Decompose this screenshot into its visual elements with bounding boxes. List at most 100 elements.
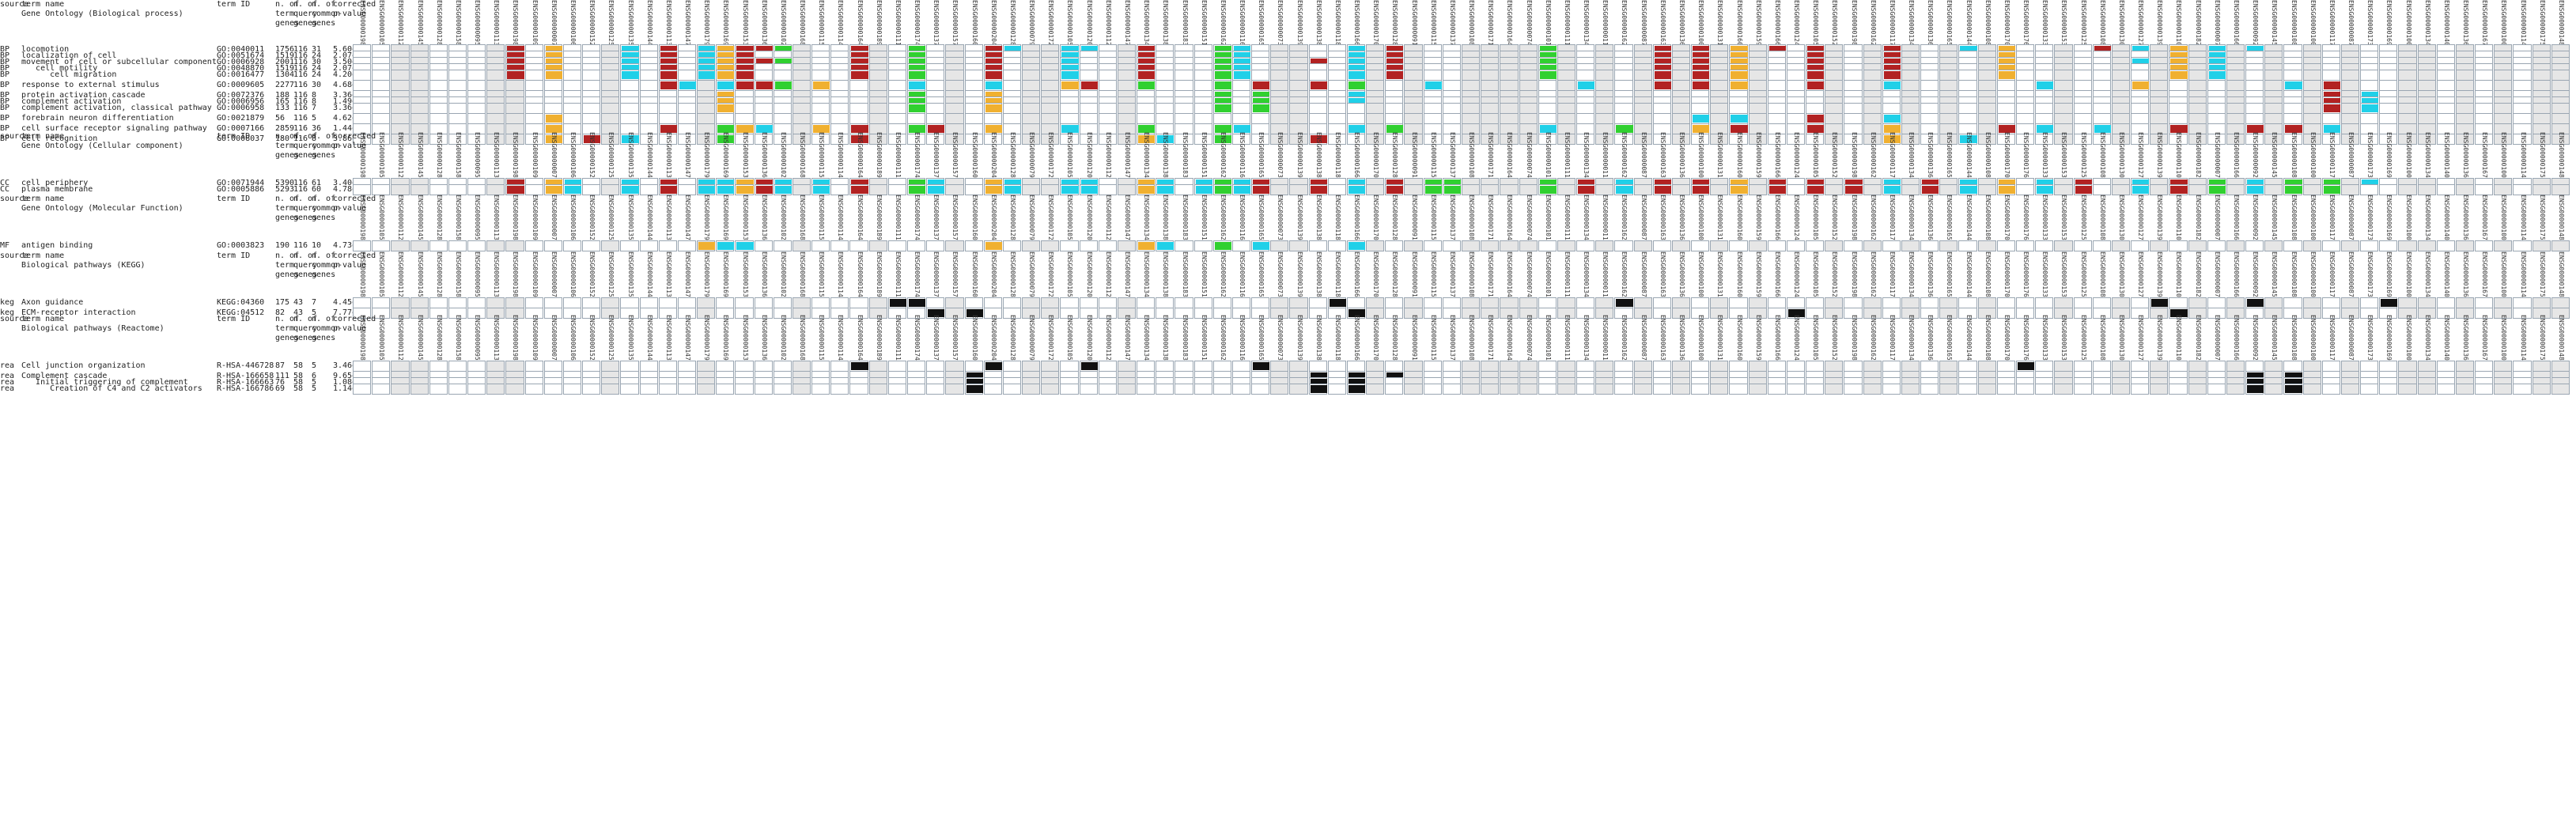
gene-cell[interactable]	[1308, 113, 1327, 124]
gene-cell[interactable]	[716, 297, 735, 308]
gene-cell[interactable]	[486, 80, 505, 91]
gene-cell[interactable]	[1137, 70, 1156, 81]
gene-cell[interactable]	[1882, 240, 1901, 251]
gene-cell[interactable]	[1958, 361, 1977, 372]
gene-cell[interactable]	[410, 103, 429, 114]
gene-cell[interactable]	[2150, 113, 2169, 124]
gene-cell[interactable]	[1442, 113, 1461, 124]
gene-cell[interactable]	[697, 240, 716, 251]
gene-cell[interactable]	[1002, 103, 1022, 114]
gene-cell[interactable]	[1576, 184, 1595, 195]
gene-cell[interactable]	[1308, 184, 1327, 195]
gene-cell[interactable]	[2188, 361, 2207, 372]
gene-cell[interactable]	[562, 103, 582, 114]
gene-cell[interactable]	[1289, 384, 1308, 395]
gene-cell[interactable]	[639, 184, 658, 195]
gene-cell[interactable]	[1366, 240, 1385, 251]
term-row[interactable]: BP response to external stimulus GO:000960…	[0, 80, 2576, 91]
gene-cell[interactable]	[2417, 70, 2436, 81]
gene-cell[interactable]	[1251, 113, 1270, 124]
gene-cell[interactable]	[1231, 70, 1251, 81]
gene-cell[interactable]	[1786, 80, 1806, 91]
gene-cell[interactable]	[505, 297, 524, 308]
gene-cell[interactable]	[1595, 240, 1614, 251]
gene-cell[interactable]	[658, 240, 677, 251]
gene-cell[interactable]	[830, 70, 849, 81]
gene-cell[interactable]	[964, 361, 983, 372]
gene-cell[interactable]	[524, 297, 543, 308]
gene-cell[interactable]	[1270, 361, 1289, 372]
gene-cell[interactable]	[524, 384, 543, 395]
gene-cell[interactable]	[372, 80, 391, 91]
gene-cell[interactable]	[543, 103, 562, 114]
gene-cell[interactable]	[1557, 384, 1576, 395]
gene-cell[interactable]	[1270, 297, 1289, 308]
gene-cell[interactable]	[1079, 184, 1098, 195]
gene-cell[interactable]	[773, 240, 792, 251]
gene-cell[interactable]	[811, 184, 830, 195]
gene-cell[interactable]	[2398, 80, 2417, 91]
gene-cell[interactable]	[1748, 184, 1767, 195]
gene-cell[interactable]	[1748, 103, 1767, 114]
gene-cell[interactable]	[601, 384, 620, 395]
gene-cell[interactable]	[677, 80, 697, 91]
gene-cell[interactable]	[562, 113, 582, 124]
gene-cell[interactable]	[1576, 70, 1595, 81]
gene-cell[interactable]	[926, 184, 945, 195]
gene-cell[interactable]	[2321, 297, 2340, 308]
gene-cell[interactable]	[2111, 297, 2131, 308]
gene-cell[interactable]	[1786, 297, 1806, 308]
gene-cell[interactable]	[2226, 113, 2245, 124]
gene-cell[interactable]	[754, 113, 773, 124]
gene-cell[interactable]	[2417, 103, 2436, 114]
gene-cell[interactable]	[945, 113, 964, 124]
gene-cell[interactable]	[964, 184, 983, 195]
gene-cell[interactable]	[2360, 361, 2379, 372]
gene-cell[interactable]	[2494, 361, 2513, 372]
gene-cell[interactable]	[2188, 70, 2207, 81]
gene-cell[interactable]	[2035, 70, 2054, 81]
gene-cell[interactable]	[2513, 240, 2532, 251]
gene-cell[interactable]	[1041, 70, 1060, 81]
gene-cell[interactable]	[2245, 80, 2264, 91]
gene-cell[interactable]	[1212, 103, 1231, 114]
gene-cell[interactable]	[2398, 297, 2417, 308]
gene-cell[interactable]	[2283, 240, 2302, 251]
gene-cell[interactable]	[1462, 103, 1481, 114]
gene-cell[interactable]	[1442, 297, 1461, 308]
gene-cell[interactable]	[1137, 240, 1156, 251]
gene-cell[interactable]	[1882, 361, 1901, 372]
gene-cell[interactable]	[639, 240, 658, 251]
gene-cell[interactable]	[1404, 184, 1423, 195]
gene-cell[interactable]	[1595, 70, 1614, 81]
gene-cell[interactable]	[2551, 113, 2570, 124]
gene-cell[interactable]	[1270, 240, 1289, 251]
gene-cell[interactable]	[2321, 70, 2340, 81]
gene-cell[interactable]	[562, 184, 582, 195]
gene-cell[interactable]	[2264, 113, 2283, 124]
gene-cell[interactable]	[1327, 103, 1346, 114]
gene-cell[interactable]	[1366, 384, 1385, 395]
gene-cell[interactable]	[2455, 184, 2475, 195]
gene-cell[interactable]	[1557, 70, 1576, 81]
gene-cell[interactable]	[2150, 103, 2169, 114]
gene-cell[interactable]	[2398, 103, 2417, 114]
gene-cell[interactable]	[639, 361, 658, 372]
gene-cell[interactable]	[658, 297, 677, 308]
gene-cell[interactable]	[1633, 297, 1652, 308]
gene-cell[interactable]	[1595, 80, 1614, 91]
gene-cell[interactable]	[1385, 384, 1404, 395]
gene-cell[interactable]	[2245, 103, 2264, 114]
gene-cell[interactable]	[1098, 70, 1117, 81]
gene-cell[interactable]	[505, 103, 524, 114]
gene-cell[interactable]	[926, 80, 945, 91]
gene-cell[interactable]	[524, 113, 543, 124]
gene-cell[interactable]	[2302, 70, 2321, 81]
gene-cell[interactable]	[2111, 240, 2131, 251]
gene-cell[interactable]	[1671, 240, 1691, 251]
gene-cell[interactable]	[2131, 113, 2150, 124]
gene-cell[interactable]	[849, 184, 868, 195]
gene-cell[interactable]	[1729, 240, 1748, 251]
gene-cell[interactable]	[1462, 384, 1481, 395]
gene-cell[interactable]	[1117, 297, 1137, 308]
